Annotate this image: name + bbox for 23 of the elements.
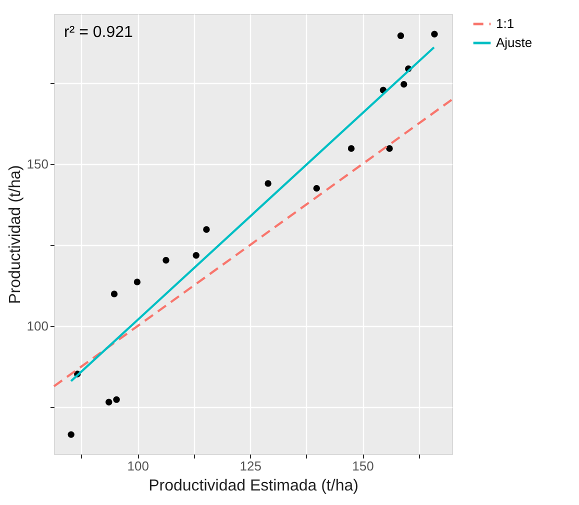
point — [113, 396, 120, 403]
point — [134, 278, 141, 286]
point — [192, 252, 200, 259]
x-tick-label: 125 — [240, 458, 262, 474]
annotation: r² = 0.921 — [64, 24, 134, 41]
x-tick-label: 100 — [127, 458, 149, 474]
point — [386, 145, 393, 152]
point — [313, 184, 320, 192]
point — [162, 256, 170, 264]
point — [400, 80, 408, 88]
y-axis-title: Productividad (t/ha) — [6, 165, 24, 304]
point — [110, 290, 118, 298]
point — [106, 398, 112, 406]
legend-label: 1:1 — [496, 16, 514, 31]
point — [348, 145, 355, 152]
point — [203, 226, 210, 233]
x-tick-label: 150 — [352, 458, 374, 474]
point — [68, 431, 74, 438]
legend-label: Ajuste — [496, 35, 532, 50]
point — [431, 30, 438, 38]
point — [397, 32, 404, 40]
x-axis-title: Productividad Estimada (t/ha) — [148, 478, 358, 494]
point — [264, 180, 272, 187]
